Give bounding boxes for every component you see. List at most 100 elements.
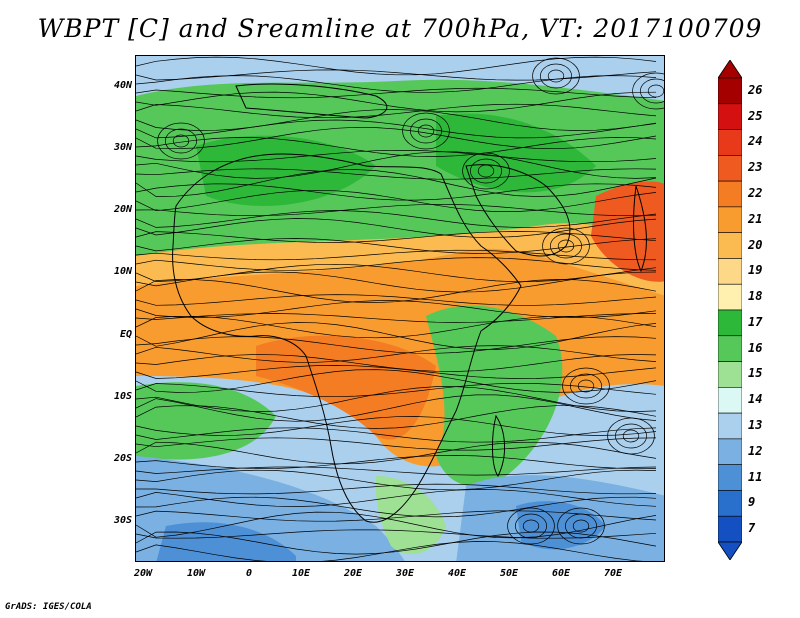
streamline [136, 103, 657, 119]
lat-label-10n: 10N [113, 266, 132, 277]
streamline [136, 531, 657, 555]
streamline-vortex [165, 128, 197, 154]
streamline [136, 369, 657, 393]
streamline [136, 294, 657, 306]
colorbar-swatch [718, 155, 742, 182]
streamline [136, 405, 657, 429]
colorbar-swatch [718, 438, 742, 465]
streamline [136, 489, 657, 507]
colorbar-label: 18 [748, 289, 763, 304]
colorbar-label: 26 [748, 82, 763, 97]
lat-label-40n: 40N [113, 80, 132, 91]
streamline-vortex [402, 112, 450, 150]
colorbar-label: 16 [748, 340, 763, 355]
lon-label-40e: 40E [448, 568, 467, 579]
lat-label-30s: 30S [113, 515, 132, 526]
streamline [136, 345, 657, 363]
streamline [136, 75, 657, 93]
lat-label-10s: 10S [113, 391, 132, 402]
streamline [136, 189, 657, 212]
streamline [136, 466, 657, 476]
streamline-vortex [410, 118, 442, 144]
streamline-vortex [540, 63, 572, 89]
colorbar-label: 14 [748, 392, 763, 407]
colorbar-cap-bottom [718, 541, 742, 560]
colorbar-swatch [718, 335, 742, 362]
europe-coastline [235, 83, 388, 119]
colorbar-label: 23 [748, 160, 763, 175]
streamline-vortex [557, 239, 575, 253]
streamline [136, 238, 657, 254]
warm-core [256, 335, 436, 440]
streamline [136, 56, 657, 76]
hot-spot [591, 181, 664, 282]
streamline-vortex [462, 152, 510, 190]
colorbar-swatch [718, 464, 742, 491]
lon-label-30e: 30E [396, 568, 415, 579]
colorbar-swatch [718, 412, 742, 440]
grads-credit: GrADS: IGES/COLA [5, 602, 92, 612]
colorbar-swatch [718, 258, 742, 285]
streamline-vortex [542, 227, 590, 265]
map-title: WBPT [C] and Sreamline at 700hPa, VT: 20… [37, 14, 763, 43]
light-green-patch [375, 476, 446, 555]
madagascar-coastline [492, 414, 506, 477]
streamline [136, 315, 657, 339]
lon-label-10e: 10E [292, 568, 311, 579]
streamline [136, 441, 657, 465]
streamline-layer [136, 56, 664, 561]
streamline [136, 91, 657, 113]
streamline [136, 300, 657, 318]
coastline-layer [172, 83, 647, 523]
streamline [136, 416, 657, 436]
streamline-vortex [647, 84, 664, 98]
streamline-vortex [622, 429, 640, 443]
lat-label-20n: 20N [113, 204, 132, 215]
streamline [136, 541, 644, 561]
streamline-vortex [615, 423, 647, 449]
colorbar-label: 15 [748, 366, 763, 381]
temperature-fill-layer [136, 56, 664, 561]
lon-label-20e: 20E [344, 568, 363, 579]
map-panel [135, 55, 665, 562]
colorbar-label: 22 [748, 186, 763, 200]
streamline-vortex [562, 367, 610, 405]
streamline [136, 126, 657, 150]
green-east [426, 305, 563, 487]
colorbar-swatch [718, 490, 742, 517]
streamline [136, 169, 657, 197]
colorbar-label: 13 [748, 418, 763, 432]
streamline [136, 365, 657, 379]
colorbar-label: 12 [748, 443, 763, 458]
streamline [136, 510, 657, 522]
lon-label-20w: 20W [134, 568, 153, 579]
colorbar-cap-top [718, 60, 742, 79]
colorbar-swatch [718, 129, 742, 156]
streamline [136, 496, 657, 518]
streamline [136, 137, 657, 157]
colorbar-swatch [718, 387, 742, 414]
cool-south-core [156, 522, 296, 561]
lat-label-20s: 20S [113, 453, 132, 464]
streamline-vortex [550, 233, 582, 259]
streamline [136, 336, 657, 354]
colorbar-swatch [718, 206, 742, 233]
streamline [136, 203, 657, 217]
wbpt-streamline-map [136, 56, 664, 561]
colorbar-label: 19 [748, 263, 763, 278]
colorbar-swatch [718, 283, 742, 311]
colorbar-swatch [718, 232, 742, 259]
colorbar-label: 9 [748, 495, 756, 510]
green-core [196, 135, 376, 206]
streamline-vortex [565, 513, 597, 539]
streamline [136, 382, 657, 398]
streamline-vortex [507, 507, 555, 545]
streamline [136, 483, 657, 495]
colorbar-label: 11 [748, 469, 763, 484]
streamline-vortex [632, 72, 664, 110]
streamline-vortex [172, 134, 190, 148]
streamline-vortex [532, 57, 580, 95]
streamline-vortex [417, 124, 435, 138]
streamline [136, 313, 656, 323]
lon-label-70e: 70E [604, 568, 623, 579]
